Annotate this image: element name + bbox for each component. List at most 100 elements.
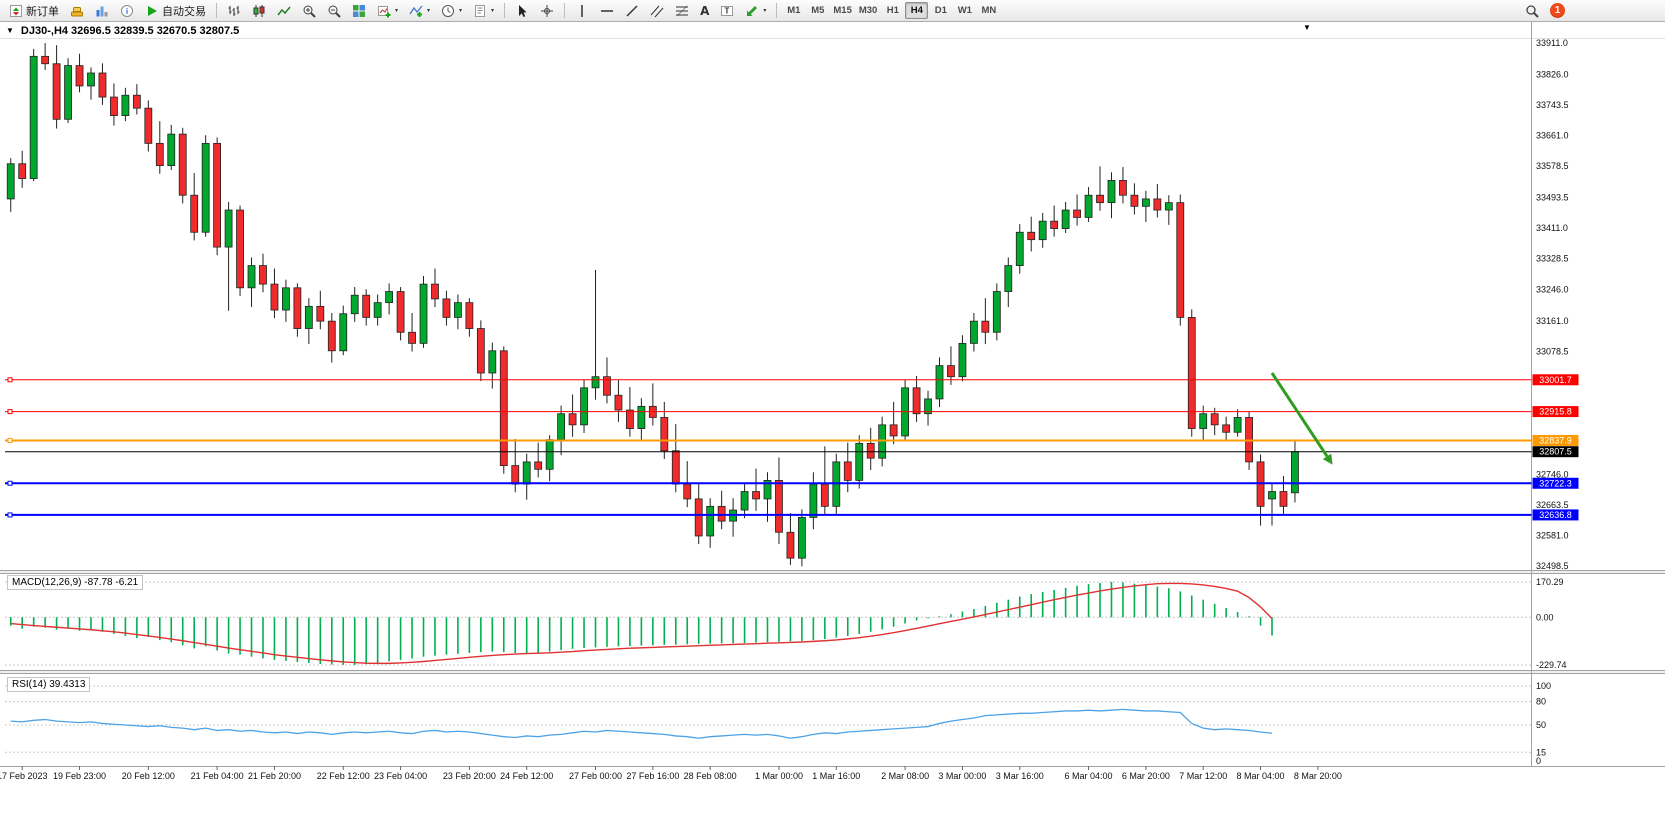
candle-down [98,72,107,98]
candle-down [499,350,508,466]
candle-up [87,72,95,87]
search-button[interactable] [1520,1,1544,20]
vertical-line-button[interactable] [570,1,594,20]
autotrading-button[interactable]: 自动交易 [140,1,211,20]
zoom-out-button[interactable] [322,1,346,20]
candlestick-chart-button[interactable] [247,1,271,20]
trendline-button[interactable] [620,1,644,20]
candle-down [660,417,669,452]
zoom-out-icon [327,4,341,18]
indicators-button[interactable]: ▾ [404,1,435,20]
timeframe-m1[interactable]: M1 [782,2,805,19]
line-chart-button[interactable] [272,1,296,20]
timeframe-m5[interactable]: M5 [806,2,829,19]
fibonacci-icon [675,4,689,18]
price-axis-label: 33328.5 [1536,254,1569,264]
chart-context-caret[interactable]: ▼ [1303,23,1311,32]
candle-up [6,163,15,200]
candle-down [476,328,485,374]
candle-up [809,483,818,518]
time-axis-label: 1 Mar 16:00 [812,771,860,781]
hline-handle[interactable] [7,377,13,383]
hline-handle[interactable] [7,409,13,415]
candle-down [820,483,829,507]
horizontal-line-icon [600,4,614,18]
bar-chart-button[interactable] [222,1,246,20]
hline-handle[interactable] [7,512,13,518]
crosshair-button[interactable] [535,1,559,20]
macd-panel-splitter[interactable] [0,570,1665,574]
timeframe-d1[interactable]: D1 [929,2,952,19]
time-axis-label: 24 Feb 12:00 [500,771,553,781]
timeframe-m30[interactable]: M30 [856,2,880,19]
info-button[interactable]: i [115,1,139,20]
fibonacci-button[interactable] [670,1,694,20]
new-chart-icon [377,4,391,18]
horizontal-line-button[interactable] [595,1,619,20]
shapes-button[interactable]: ▾ [740,1,771,20]
text-label-button[interactable]: T [715,1,739,20]
channel-icon [650,4,664,18]
macd-axis-label: -229.74 [1536,660,1567,670]
candle-up [339,313,348,352]
rsi-axis-label: 50 [1536,720,1546,730]
new-chart-button[interactable]: ▾ [372,1,403,20]
text-button[interactable]: A [695,1,714,20]
candle-up [1084,194,1093,218]
toolbar-separator [776,3,778,18]
candle-down [316,305,325,322]
candle-up [373,302,382,318]
candle-up [1107,180,1116,204]
candle-down [1187,317,1196,429]
hline-handle[interactable] [7,480,13,486]
time-axis-label: 23 Feb 04:00 [374,771,427,781]
cursor-button[interactable] [510,1,534,20]
time-axis-label: 6 Mar 20:00 [1122,771,1170,781]
timeframe-m15[interactable]: M15 [830,2,854,19]
candle-up [545,439,554,470]
candle-up [304,305,313,329]
timeframe-h1[interactable]: H1 [881,2,904,19]
candle-up [282,287,290,311]
candle-down [1096,194,1104,204]
zoom-in-button[interactable] [297,1,321,20]
timeframe-mn[interactable]: MN [977,2,1000,19]
candle-up [1015,231,1024,266]
candle-up [201,142,210,233]
candle-up [64,65,72,120]
new-order-label: 新订单 [26,5,59,18]
periods-button[interactable]: ▾ [436,1,467,20]
channel-button[interactable] [645,1,669,20]
candle-down [626,409,634,429]
tile-windows-button[interactable] [347,1,371,20]
hline-handle[interactable] [7,437,13,443]
price-tag [1532,477,1579,489]
one-click-trading-toggle[interactable]: ▼ [6,26,14,35]
candle-down [259,265,267,285]
info-icon: i [120,4,134,18]
trend-arrow[interactable] [1270,372,1329,458]
market-watch-button[interactable] [90,1,114,20]
timeframe-w1[interactable]: W1 [953,2,976,19]
chart-title-text: DJ30-,H4 32696.5 32839.5 32670.5 32807.5 [20,25,240,37]
notification-badge[interactable]: 1 [1550,3,1565,18]
metaeditor-button[interactable] [65,1,89,20]
candle-down [752,491,760,500]
trend-arrow-head[interactable] [1322,453,1333,465]
rsi-panel-splitter[interactable] [0,670,1665,674]
candle-up [522,461,531,485]
candle-up [29,55,38,179]
candle-up [557,413,566,441]
new-order-button[interactable]: 新订单 [4,1,64,20]
price-axis-label: 33743.5 [1536,100,1569,110]
candle-up [591,376,600,389]
templates-button[interactable]: ▾ [468,1,499,20]
candle-down [396,291,405,333]
candle-down [1222,424,1231,433]
play-icon [145,4,159,18]
candle-up [488,350,497,374]
timeframe-h4[interactable]: H4 [905,2,929,19]
text-icon: A [700,3,710,18]
candle-down [866,442,875,459]
